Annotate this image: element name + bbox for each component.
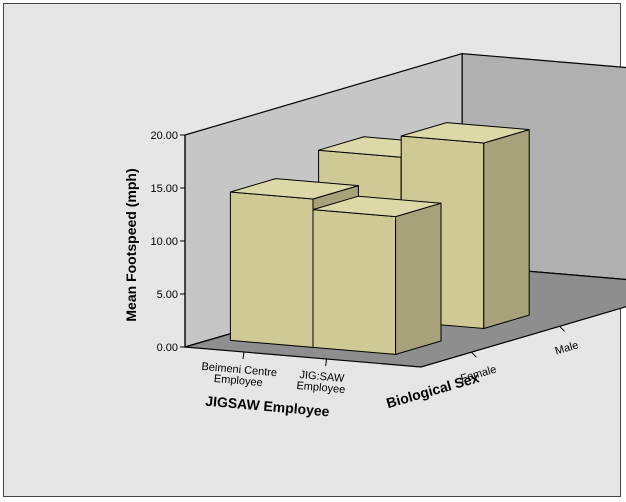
bar-front-face bbox=[312, 209, 397, 355]
y-tick-label: 10.00 bbox=[150, 236, 178, 248]
z-tick-mark bbox=[471, 351, 477, 358]
y-tick-label: 5.00 bbox=[157, 289, 178, 301]
x-tick-mark bbox=[325, 358, 328, 367]
x-tick-mark bbox=[242, 351, 245, 360]
z-tick-mark bbox=[559, 325, 565, 332]
x-tick-label: Employee bbox=[296, 380, 346, 396]
bar-side-face bbox=[483, 128, 530, 330]
bar-side-face bbox=[395, 202, 442, 356]
x-tick-label: JIG:SAW bbox=[299, 369, 345, 385]
z-axis-label: Biological Sex bbox=[384, 369, 481, 411]
y-tick-label: 0.00 bbox=[157, 342, 178, 354]
bar-female-2 bbox=[312, 195, 442, 356]
x-tick-label: Employee bbox=[213, 373, 263, 389]
bar-top-face bbox=[230, 178, 359, 200]
y-tick-label: 15.00 bbox=[150, 183, 178, 195]
x-axis-label: JIGSAW Employee bbox=[205, 393, 331, 420]
z-tick-label: Male bbox=[554, 339, 580, 357]
y-tick-label: 20.00 bbox=[150, 130, 178, 142]
bar-top-face bbox=[401, 122, 530, 144]
y-axis-label: Mean Footspeed (mph) bbox=[123, 168, 139, 321]
bar-top-face bbox=[312, 195, 442, 218]
bar-front-face bbox=[229, 191, 314, 348]
